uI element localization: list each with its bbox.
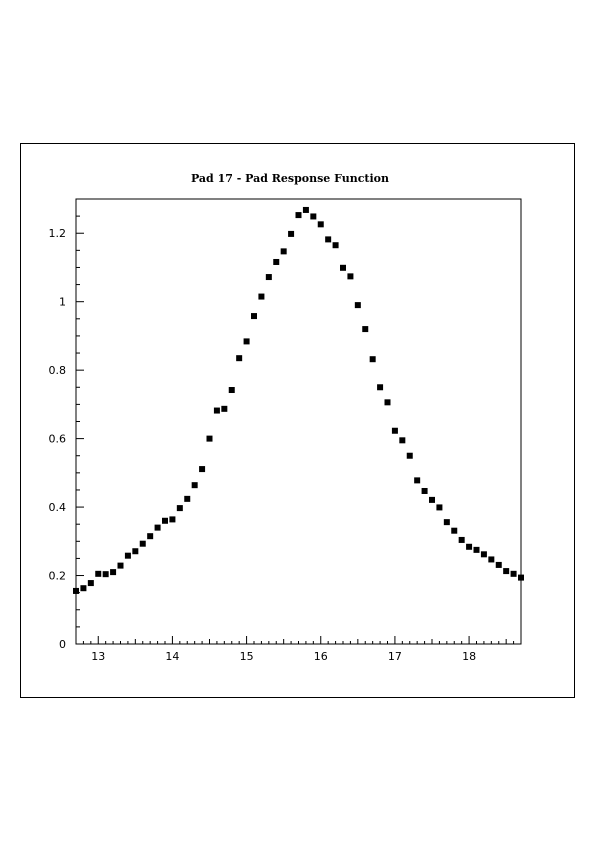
data-point xyxy=(288,230,295,237)
data-point xyxy=(369,356,376,363)
data-point xyxy=(302,206,309,213)
x-tick-label: 14 xyxy=(165,650,179,663)
y-tick-label: 1.2 xyxy=(49,227,67,240)
data-point xyxy=(377,384,384,391)
data-point xyxy=(110,569,117,576)
data-point xyxy=(421,487,428,494)
data-point xyxy=(332,242,339,249)
data-point xyxy=(436,504,443,511)
data-point xyxy=(473,546,480,553)
data-point xyxy=(191,482,198,489)
data-point xyxy=(384,399,391,406)
data-point xyxy=(258,293,265,300)
data-point xyxy=(347,273,354,280)
data-point xyxy=(139,540,146,547)
x-axis: 13 14 15 16 17 18 xyxy=(75,636,522,663)
y-tick-label: 0.4 xyxy=(49,501,67,514)
data-point xyxy=(95,570,102,577)
data-point xyxy=(132,548,139,555)
data-point xyxy=(317,221,324,228)
data-point xyxy=(117,562,124,569)
y-tick-label: 1 xyxy=(59,296,66,309)
data-point xyxy=(451,527,458,534)
data-point xyxy=(480,551,487,558)
data-point xyxy=(80,585,87,592)
data-point xyxy=(102,571,109,578)
data-point xyxy=(354,302,361,309)
data-point xyxy=(265,274,272,281)
data-point xyxy=(273,258,280,265)
data-point xyxy=(147,533,154,540)
data-point xyxy=(399,437,406,444)
data-point xyxy=(243,338,250,345)
data-point xyxy=(169,516,176,523)
data-point xyxy=(414,477,421,484)
data-point xyxy=(154,524,161,531)
data-point xyxy=(458,536,465,543)
x-tick-label: 16 xyxy=(314,650,328,663)
x-tick-label: 13 xyxy=(91,650,105,663)
data-point xyxy=(340,264,346,271)
data-point xyxy=(199,466,206,473)
data-point xyxy=(213,407,220,414)
data-point xyxy=(466,543,473,550)
data-point xyxy=(510,570,517,577)
chart-svg: Pad 17 - Pad Response Function 13 14 15 16 1… xyxy=(49,172,524,663)
x-tick-label: 17 xyxy=(388,650,402,663)
data-point xyxy=(280,248,287,255)
data-point xyxy=(488,556,495,563)
data-point xyxy=(184,495,191,502)
y-tick-label: 0.8 xyxy=(49,364,67,377)
data-point xyxy=(310,213,317,220)
data-point xyxy=(176,505,183,512)
y-tick-label: 0 xyxy=(59,638,66,651)
data-point xyxy=(391,427,398,434)
data-point xyxy=(206,435,213,442)
data-point xyxy=(362,326,369,333)
data-point xyxy=(221,405,228,412)
chart-title: Pad 17 - Pad Response Function xyxy=(191,172,389,185)
data-point xyxy=(73,587,79,594)
data-point xyxy=(443,519,450,526)
data-point xyxy=(87,580,94,587)
chart-canvas-frame: Pad 17 - Pad Response Function 13 14 15 16 1… xyxy=(20,143,575,698)
data-point xyxy=(429,496,435,503)
y-tick-label: 0.2 xyxy=(49,570,67,583)
data-point xyxy=(295,212,302,219)
data-point xyxy=(518,574,524,581)
plot-area-frame xyxy=(75,198,522,645)
y-tick-label: 0.6 xyxy=(49,433,67,446)
data-point xyxy=(406,452,413,459)
data-series xyxy=(73,206,524,594)
data-point xyxy=(162,517,168,524)
data-point xyxy=(228,387,235,394)
data-point xyxy=(495,561,502,568)
data-point xyxy=(503,568,510,575)
data-point xyxy=(251,313,257,320)
data-point xyxy=(124,552,131,559)
data-point xyxy=(325,236,332,243)
data-point xyxy=(236,355,243,362)
x-tick-label: 15 xyxy=(240,650,254,663)
x-tick-label: 18 xyxy=(462,650,476,663)
y-axis: 0 0.2 0.4 0.6 0.8 1 1.2 xyxy=(49,198,84,651)
